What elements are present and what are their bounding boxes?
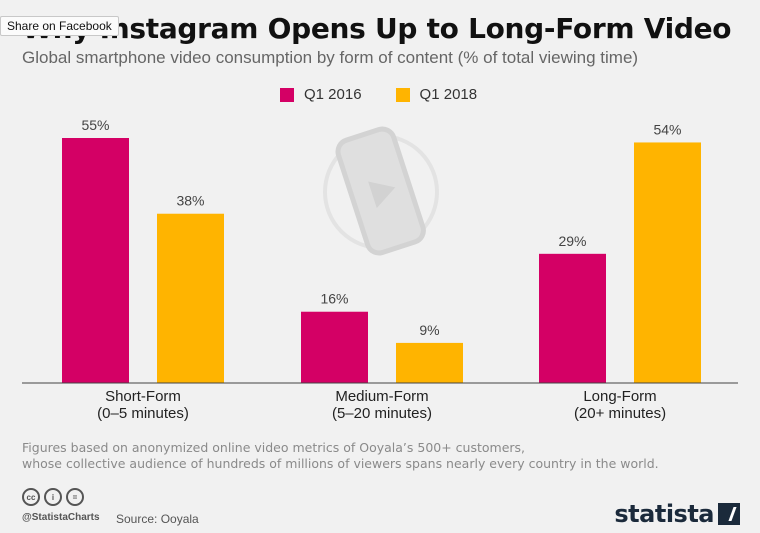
legend-swatch-q1-2018: [395, 87, 410, 102]
cc-license-icons: cc i =: [22, 488, 100, 506]
by-icon: i: [44, 488, 62, 506]
legend-label-q1-2018: Q1 2018: [419, 86, 478, 103]
chart-subtitle: Global smartphone video consumption by f…: [22, 48, 639, 67]
category-sublabel-short-form: (0–5 minutes): [97, 405, 189, 422]
bars-group: 55% 38% 16% 9% 29% 54%: [62, 117, 701, 383]
source-note: Source: Ooyala: [116, 512, 199, 526]
legend-item-q1-2016: Q1 2016: [280, 86, 362, 103]
chart-title: Why Instagram Opens Up to Long-Form Vide…: [22, 12, 732, 45]
data-label-medium-form-q1-2018: 9%: [419, 322, 439, 338]
bar-long-form-q1-2018: [634, 142, 701, 383]
statista-logo[interactable]: statista: [614, 500, 740, 528]
nd-icon: =: [66, 488, 84, 506]
footnote: Figures based on anonymized online video…: [22, 440, 659, 472]
data-label-long-form-q1-2016: 29%: [558, 233, 586, 249]
category-label-medium-form: Medium-Form: [335, 388, 428, 405]
category-label-long-form: Long-Form: [583, 388, 656, 405]
bar-short-form-q1-2018: [157, 213, 224, 383]
bar-chart: 55% 38% 16% 9% 29% 54% Short-Form(0–5 minutes…: [22, 117, 738, 422]
legend: Q1 2016 Q1 2018: [280, 86, 477, 103]
category-sublabel-medium-form: (5–20 minutes): [332, 405, 432, 422]
data-label-short-form-q1-2018: 38%: [176, 193, 204, 209]
bar-medium-form-q1-2018: [396, 342, 463, 383]
license-block: cc i = @StatistaCharts: [22, 488, 100, 523]
legend-label-q1-2016: Q1 2016: [304, 86, 362, 103]
cc-icon: cc: [22, 488, 40, 506]
share-on-facebook-button[interactable]: Share on Facebook: [0, 16, 119, 36]
footnote-line-1: Figures based on anonymized online video…: [22, 440, 526, 455]
data-label-short-form-q1-2016: 55%: [81, 117, 109, 133]
category-label-short-form: Short-Form: [105, 388, 181, 405]
data-label-long-form-q1-2018: 54%: [653, 121, 681, 137]
statista-wordmark: statista: [614, 500, 714, 528]
footnote-line-2: whose collective audience of hundreds of…: [22, 456, 659, 471]
smartphone-video-icon: [323, 126, 439, 256]
legend-item-q1-2018: Q1 2018: [395, 86, 478, 103]
bar-short-form-q1-2016: [62, 138, 129, 383]
statista-logo-icon: [718, 503, 740, 525]
category-sublabel-long-form: (20+ minutes): [574, 405, 666, 422]
data-label-medium-form-q1-2016: 16%: [320, 291, 348, 307]
bar-medium-form-q1-2016: [301, 311, 368, 383]
x-axis-labels: Short-Form(0–5 minutes) Medium-Form(5–20 …: [97, 388, 666, 422]
bar-long-form-q1-2016: [539, 253, 606, 383]
legend-swatch-q1-2016: [280, 87, 294, 102]
statista-handle: @StatistaCharts: [22, 512, 100, 523]
